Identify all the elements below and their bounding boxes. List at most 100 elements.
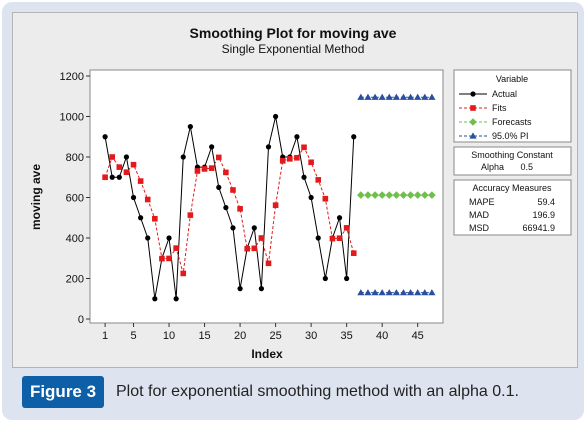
- legend-title: Variable: [496, 74, 528, 84]
- legend-entries: Actual Fits Forecasts 95.0% PI: [459, 89, 532, 141]
- data-point-fits: [350, 250, 357, 256]
- data-point-95-0-pi: [371, 93, 379, 100]
- data-point-fits: [230, 187, 236, 193]
- y-axis-label: moving ave: [29, 164, 43, 230]
- data-point-fits: [237, 206, 243, 212]
- data-point-fits: [329, 235, 336, 242]
- data-point-95-0-pi: [357, 93, 365, 100]
- chart-panel: Smoothing Plot for moving ave Single Exp…: [12, 12, 578, 368]
- chart-subtitle: Single Exponential Method: [222, 42, 365, 56]
- data-point-actual: [138, 215, 144, 221]
- data-point-95-0-pi: [421, 93, 429, 100]
- data-point-fits: [322, 195, 329, 202]
- data-point-fits: [294, 155, 300, 161]
- data-point-fits: [116, 164, 123, 170]
- figure-frame: Smoothing Plot for moving ave Single Exp…: [2, 2, 584, 420]
- data-point-actual: [344, 275, 350, 282]
- data-point-fits: [173, 245, 179, 251]
- data-point-fits: [272, 202, 279, 208]
- data-point-fits: [130, 161, 137, 168]
- y-tick-label: 1200: [60, 71, 84, 83]
- series-line-fits: [104, 146, 355, 274]
- data-point-fits: [187, 212, 194, 218]
- data-point-actual: [251, 225, 257, 231]
- data-point-actual: [102, 134, 108, 140]
- x-tick-label: 30: [305, 330, 317, 342]
- x-tick-label: 25: [269, 330, 281, 342]
- legend-swatch-marker-actual: [470, 91, 476, 97]
- data-point-fits: [201, 166, 208, 172]
- data-point-95-0-pi: [406, 289, 415, 296]
- data-point-fits: [123, 169, 130, 175]
- data-point-actual: [351, 134, 357, 140]
- data-point-forecasts: [385, 191, 394, 199]
- data-point-actual: [265, 144, 272, 150]
- data-point-95-0-pi: [399, 289, 408, 296]
- x-axis-label: Index: [251, 347, 283, 361]
- figure-caption-text: Plot for exponential smoothing method wi…: [116, 383, 519, 400]
- x-tick-label: 35: [341, 330, 353, 342]
- data-point-actual: [130, 194, 137, 201]
- data-point-actual: [109, 174, 115, 180]
- data-point-fits: [251, 245, 258, 252]
- legend-swatch-marker-forecasts: [469, 118, 477, 126]
- data-point-fits: [208, 165, 215, 171]
- data-point-actual: [123, 154, 130, 160]
- data-point-forecasts: [378, 191, 386, 199]
- data-point-actual: [216, 184, 222, 190]
- data-point-95-0-pi: [378, 289, 386, 296]
- accuracy-label-mad: MAD: [469, 210, 490, 220]
- data-point-fits: [102, 174, 108, 181]
- data-point-actual: [315, 235, 321, 241]
- data-point-fits: [244, 245, 250, 252]
- data-point-95-0-pi: [378, 93, 386, 100]
- data-point-fits: [258, 235, 265, 241]
- data-point-fits: [144, 196, 151, 203]
- data-point-95-0-pi: [414, 93, 422, 100]
- data-point-fits: [301, 144, 307, 151]
- data-point-actual: [223, 205, 229, 211]
- data-point-forecasts: [413, 191, 422, 199]
- x-tick-label: 40: [376, 330, 388, 342]
- data-point-forecasts: [357, 191, 365, 199]
- data-point-actual: [230, 225, 236, 231]
- data-point-actual: [173, 296, 179, 302]
- data-point-actual: [166, 235, 172, 241]
- figure-caption: Figure 3 Plot for exponential smoothing …: [22, 376, 578, 408]
- x-tick-label: 1: [102, 330, 108, 342]
- smoothing-constant-box: [453, 146, 572, 176]
- legend-label-actual: Actual: [492, 89, 517, 99]
- data-point-actual: [273, 113, 279, 120]
- data-point-actual: [116, 174, 122, 180]
- data-point-actual: [322, 275, 328, 282]
- data-point-95-0-pi: [357, 289, 365, 296]
- accuracy-measures-box: [453, 179, 572, 236]
- y-tick-label: 200: [66, 274, 84, 286]
- legend-label-fits: Fits: [492, 103, 507, 113]
- accuracy-measures-title: Accuracy Measures: [472, 183, 552, 193]
- data-point-95-0-pi: [371, 289, 379, 296]
- smoothing-chart: Smoothing Plot for moving ave Single Exp…: [29, 25, 572, 361]
- accuracy-value-mape: 59.4: [537, 197, 555, 207]
- data-point-95-0-pi: [421, 289, 429, 296]
- data-point-forecasts: [406, 191, 415, 199]
- x-tick-label: 20: [234, 330, 246, 342]
- series-layer: [102, 93, 436, 302]
- data-point-95-0-pi: [385, 289, 393, 296]
- data-point-fits: [109, 154, 116, 160]
- data-point-actual: [258, 286, 264, 292]
- data-point-fits: [308, 159, 314, 166]
- data-point-fits: [152, 215, 158, 222]
- legend-label-95-0-pi: 95.0% PI: [492, 131, 529, 141]
- y-tick-label: 1000: [60, 112, 84, 124]
- data-point-forecasts: [364, 191, 372, 199]
- data-point-actual: [301, 174, 307, 180]
- data-point-fits: [180, 270, 187, 277]
- data-point-fits: [336, 235, 343, 242]
- data-point-95-0-pi: [399, 93, 408, 100]
- data-point-95-0-pi: [428, 93, 436, 100]
- data-point-fits: [223, 169, 229, 176]
- legend-swatch-marker-95-0-pi: [469, 132, 477, 139]
- data-point-95-0-pi: [385, 93, 393, 100]
- legend-label-forecasts: Forecasts: [492, 117, 532, 127]
